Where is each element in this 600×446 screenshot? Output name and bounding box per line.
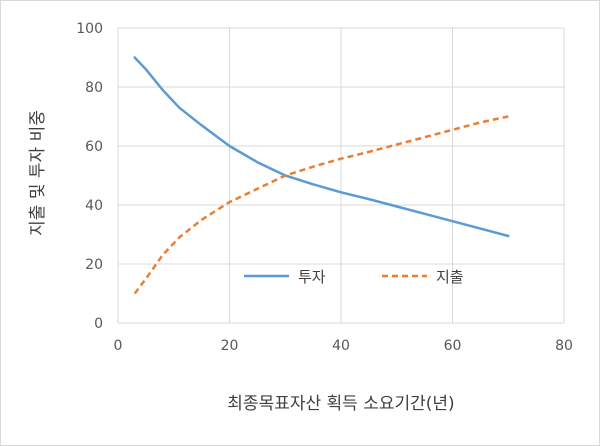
y-tick-label: 80: [85, 80, 103, 96]
legend-label-1: 투자: [298, 268, 326, 286]
x-tick-label: 80: [555, 338, 573, 354]
x-axis-ticks: 0 20 40 60 80: [114, 338, 573, 354]
series-lines: [133, 56, 510, 295]
x-tick-label: 20: [221, 338, 239, 354]
x-tick-label: 0: [114, 338, 123, 354]
legend: 투자 지출: [244, 268, 464, 286]
legend-label-2: 지출: [436, 268, 464, 286]
y-tick-label: 100: [76, 21, 103, 37]
series-line-1: [133, 56, 510, 238]
y-tick-label: 0: [94, 316, 103, 332]
y-axis-title: 지출 및 투자 비중: [28, 110, 48, 236]
y-tick-label: 60: [85, 139, 103, 155]
y-axis-ticks: 0 20 40 60 80 100: [76, 21, 103, 332]
x-tick-label: 60: [444, 338, 462, 354]
gridlines: [117, 27, 565, 324]
x-axis-title: 최종목표자산 획득 소요기간(년): [227, 394, 454, 414]
y-tick-label: 20: [85, 257, 103, 273]
x-tick-label: 40: [332, 338, 350, 354]
series-line-2: [133, 115, 509, 295]
y-tick-label: 40: [85, 198, 103, 214]
